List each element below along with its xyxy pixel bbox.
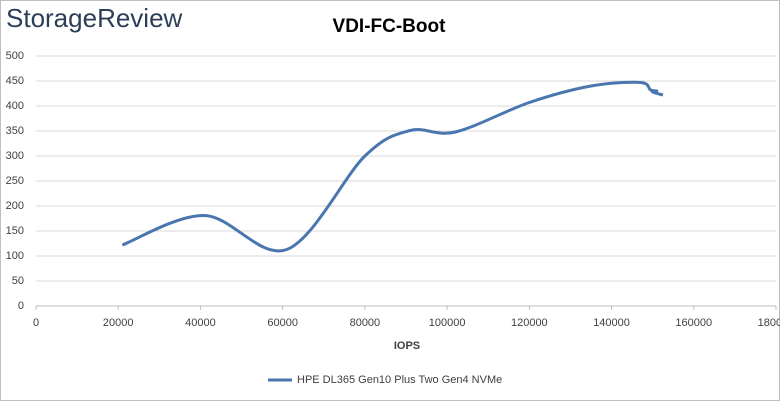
x-axis-label: IOPS (394, 340, 420, 352)
y-tick-label: 100 (6, 250, 24, 262)
x-tick-label: 0 (33, 317, 39, 329)
x-tick-label: 120000 (511, 317, 548, 329)
x-tick-label: 40000 (185, 317, 216, 329)
x-tick-label: 180000 (758, 317, 780, 329)
y-tick-label: 250 (6, 175, 24, 187)
y-tick-label: 450 (6, 75, 24, 87)
chart-title: VDI-FC-Boot (333, 16, 447, 37)
x-tick-label: 80000 (350, 317, 381, 329)
y-tick-label: 350 (6, 125, 24, 137)
y-tick-label: 300 (6, 150, 24, 162)
y-tick-label: 150 (6, 225, 24, 237)
series-line (121, 80, 664, 253)
y-tick-label: 500 (6, 50, 24, 62)
x-tick-label: 100000 (429, 317, 466, 329)
watermark: StorageReview (6, 3, 183, 33)
x-tick-label: 140000 (593, 317, 630, 329)
x-tick-label: 160000 (675, 317, 712, 329)
y-tick-label: 0 (18, 300, 24, 312)
y-tick-label: 200 (6, 200, 24, 212)
x-tick-label: 60000 (267, 317, 298, 329)
y-tick-label: 50 (12, 275, 24, 287)
x-tick-label: 20000 (103, 317, 134, 329)
y-tick-label: 400 (6, 100, 24, 112)
legend-label: HPE DL365 Gen10 Plus Two Gen4 NVMe (297, 374, 502, 386)
